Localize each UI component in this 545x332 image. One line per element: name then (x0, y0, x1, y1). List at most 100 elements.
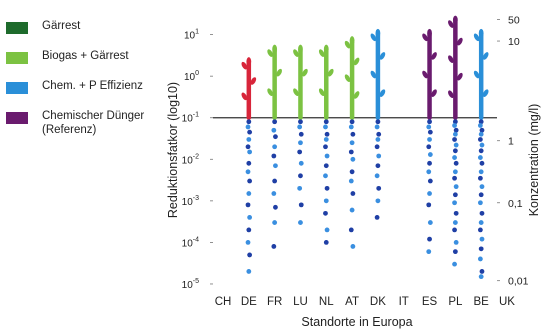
legend-item-chem-p: Chem. + P Effizienz (4, 78, 164, 108)
plant-fr (267, 44, 282, 120)
plant-at (344, 36, 360, 120)
data-point-pl-12 (452, 192, 458, 198)
data-point-es-13 (426, 249, 432, 255)
data-point-nl-11 (324, 227, 330, 233)
data-point-es-8 (427, 178, 433, 184)
data-point-be-3 (478, 131, 484, 137)
data-point-de-9 (246, 191, 252, 196)
data-point-fr-1 (271, 127, 277, 133)
data-point-pl-10 (452, 175, 457, 181)
data-point-be-1 (477, 123, 483, 128)
plant-leaf-fr-1 (276, 68, 282, 77)
y-right-tick-label-0: 50 (508, 15, 520, 27)
plant-bud-be (478, 28, 484, 38)
data-point-lu-0 (298, 119, 303, 125)
plant-leaf-es-2 (422, 70, 428, 79)
plant-leaf-dk-2 (370, 70, 377, 79)
data-point-be-9 (478, 169, 484, 175)
legend-swatch-biogas (6, 52, 28, 64)
data-point-de-14 (247, 252, 253, 258)
data-point-pl-1 (452, 123, 457, 128)
data-point-at-5 (350, 156, 356, 162)
data-point-pl-6 (452, 148, 458, 154)
plant-leaf-be-1 (482, 52, 489, 60)
data-point-be-2 (479, 127, 485, 133)
data-point-de-3 (246, 137, 252, 142)
data-point-dk-3 (375, 137, 381, 142)
plant-leaf-de-1 (250, 77, 257, 85)
plant-leaf-be-0 (473, 33, 480, 42)
data-point-es-4 (426, 144, 432, 150)
data-point-lu-2 (298, 131, 304, 137)
plant-leaf-pl-3 (457, 72, 463, 81)
data-point-be-12 (478, 192, 484, 198)
data-point-at-10 (348, 227, 354, 233)
data-point-es-5 (427, 152, 433, 157)
plant-leaf-at-2 (344, 74, 351, 82)
data-point-es-12 (427, 236, 432, 242)
x-tick-label-fr: FR (267, 296, 282, 308)
plant-bud-at (349, 36, 355, 46)
plant-leaf-pl-1 (457, 37, 463, 46)
data-point-nl-6 (323, 163, 329, 169)
data-point-lu-3 (298, 140, 303, 146)
data-point-at-6 (349, 169, 355, 175)
data-point-be-18 (478, 246, 484, 252)
legend: Gärrest Biogas + Gärrest Chem. + P Effiz… (4, 18, 164, 138)
data-point-de-2 (247, 129, 253, 135)
axes-layer: 10110010-110-210-310-410-5501010,10,01CH… (182, 15, 529, 308)
data-point-fr-10 (271, 244, 277, 249)
data-point-de-7 (245, 169, 251, 175)
data-point-de-4 (245, 144, 251, 150)
data-point-es-9 (427, 191, 432, 196)
data-point-pl-14 (453, 210, 459, 216)
legend-label-reference: Chemischer Dünger (Referenz) (42, 109, 144, 137)
data-point-de-15 (246, 269, 252, 274)
plant-bud-es (427, 28, 432, 38)
legend-swatch-reference (6, 112, 28, 124)
data-point-at-3 (349, 140, 355, 146)
x-tick-label-at: AT (345, 296, 359, 308)
data-point-lu-5 (298, 160, 304, 166)
data-point-be-17 (479, 236, 485, 242)
legend-label-garrest: Gärrest (42, 20, 81, 32)
x-tick-label-lu: LU (293, 296, 308, 308)
points-layer (245, 119, 485, 280)
data-point-pl-4 (452, 137, 457, 142)
data-point-lu-8 (298, 202, 304, 208)
data-point-nl-8 (324, 185, 330, 191)
data-point-fr-5 (273, 163, 278, 169)
data-point-at-11 (350, 244, 356, 249)
plant-leaf-pl-0 (448, 20, 454, 28)
plant-leaf-dk-3 (379, 89, 386, 97)
y-tick-label-2: 10-1 (182, 112, 199, 125)
legend-swatch-chem-p (6, 82, 28, 94)
data-point-be-21 (478, 274, 484, 280)
data-point-de-1 (245, 124, 251, 130)
plant-leaf-pl-2 (448, 55, 454, 63)
data-point-pl-18 (452, 249, 458, 255)
data-point-be-5 (479, 142, 485, 148)
data-point-at-8 (350, 191, 356, 196)
data-point-nl-0 (323, 119, 329, 125)
legend-label-chem-p: Chem. + P Effizienz (42, 80, 143, 92)
data-point-nl-9 (323, 198, 329, 204)
plant-bud-lu (298, 44, 303, 54)
data-point-dk-7 (374, 173, 380, 179)
y-right-axis-label: Konzentration (mg/l) (527, 104, 541, 217)
data-point-pl-19 (452, 261, 457, 267)
plant-leaf-dk-1 (379, 52, 386, 60)
legend-item-reference: Chemischer Dünger (Referenz) (4, 108, 164, 138)
data-point-be-7 (477, 155, 483, 160)
data-point-at-4 (348, 149, 354, 155)
data-point-lu-1 (297, 124, 303, 130)
data-point-be-13 (477, 200, 483, 206)
plant-be (473, 28, 489, 120)
legend-label-reference-line2: (Referenz) (42, 124, 97, 136)
data-point-pl-13 (452, 200, 457, 206)
plant-leaf-de-2 (241, 92, 248, 101)
y-tick-label-4: 10-3 (182, 195, 199, 208)
data-point-es-10 (426, 202, 432, 208)
x-tick-label-ch: CH (215, 296, 232, 308)
plant-lu (293, 44, 308, 120)
